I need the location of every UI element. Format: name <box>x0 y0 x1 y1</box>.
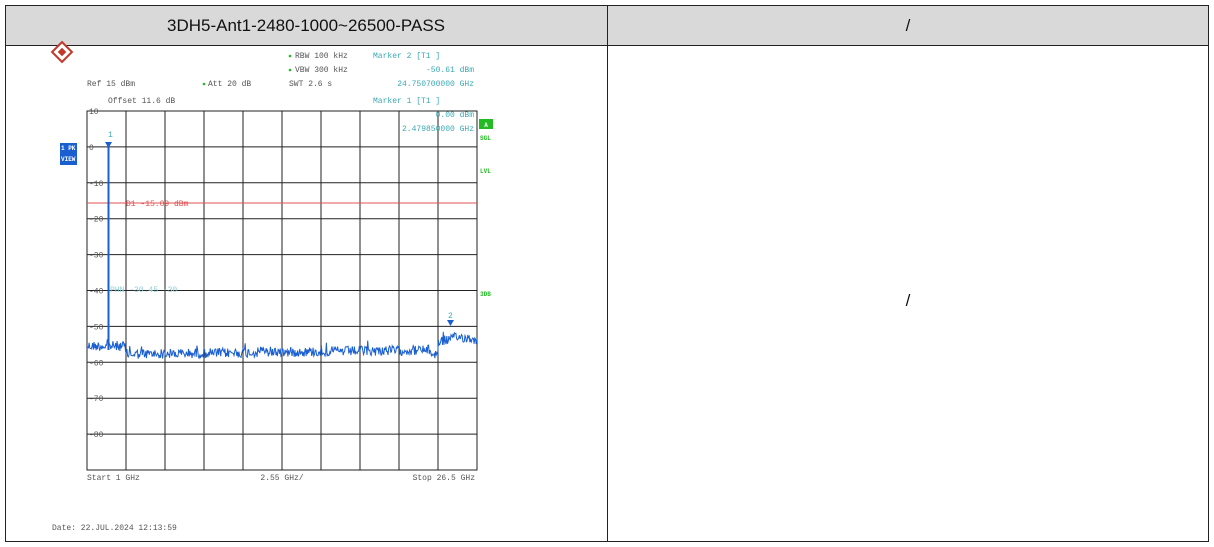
marker-info: 0.00 dBm <box>436 111 475 120</box>
y-label: -80 <box>89 431 104 440</box>
y-label: -10 <box>89 180 104 189</box>
offset: Offset 11.6 dB <box>108 97 175 106</box>
marker-1 <box>105 142 112 148</box>
y-label: -30 <box>89 252 104 261</box>
side-flag: A <box>484 122 488 129</box>
spectrum-screenshot: D1 -15.09 dBm 1 2 RBW 100 kHz VBW 300 kH… <box>50 40 493 533</box>
display-line-label: D1 -15.09 dBm <box>126 200 189 209</box>
y-label: -50 <box>89 323 104 332</box>
marker-info: 24.750700000 GHz <box>397 80 474 89</box>
ref-level: Ref 15 dBm <box>87 80 135 89</box>
y-label: 0 <box>89 144 94 153</box>
marker-info: Marker 1 [T1 ] <box>373 97 440 106</box>
y-label: -70 <box>89 395 104 404</box>
x-footer: Stop 26.5 GHz <box>413 474 476 483</box>
y-label: -40 <box>89 288 104 297</box>
setting: VBW 300 kHz <box>295 66 348 75</box>
cell-text: / <box>906 291 911 310</box>
marker-info: 2.479850000 GHz <box>402 125 474 134</box>
header-cell: 3DH5-Ant1-2480-1000~26500-PASS <box>167 16 445 35</box>
trace-box: 1 PK <box>61 145 76 152</box>
y-label: -20 <box>89 216 104 225</box>
setting: SWT 2.6 s <box>289 80 332 89</box>
trace <box>86 331 478 360</box>
setting: RBW 100 kHz <box>295 52 348 61</box>
threshold: PHN -30.45 -30 <box>110 286 177 295</box>
marker-tag: 2 <box>448 312 453 321</box>
marker-info: Marker 2 [T1 ] <box>373 52 440 61</box>
date: Date: 22.JUL.2024 12:13:59 <box>52 524 177 533</box>
y-label: -60 <box>89 359 104 368</box>
side-flag: SGL <box>480 135 491 142</box>
header-cell: / <box>906 16 911 35</box>
side-flag: LVL <box>480 168 491 175</box>
trace-box: VIEW <box>61 156 76 163</box>
logo <box>50 40 74 64</box>
y-label: 10 <box>89 108 99 117</box>
x-footer: Start 1 GHz <box>87 474 140 483</box>
marker-2 <box>447 320 454 326</box>
marker-info: -50.61 dBm <box>426 66 474 75</box>
marker-tag: 1 <box>108 131 113 140</box>
side-flag: 3DB <box>480 291 491 298</box>
table-borders <box>5 5 1209 542</box>
x-footer: 2.55 GHz/ <box>260 474 303 483</box>
attenuation: Att 20 dB <box>208 80 251 89</box>
